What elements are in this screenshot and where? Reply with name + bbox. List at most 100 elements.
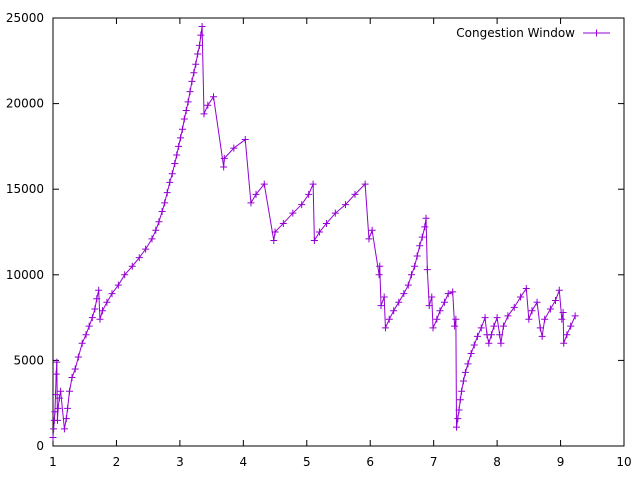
data-point-marker: [93, 295, 101, 303]
data-point-marker: [74, 353, 82, 361]
data-point-marker: [496, 331, 504, 339]
data-point-marker: [64, 404, 72, 412]
data-point-marker: [385, 315, 393, 323]
data-point-marker: [459, 377, 467, 385]
data-point-marker: [82, 331, 90, 339]
data-point-marker: [96, 315, 104, 323]
data-point-marker: [536, 324, 544, 332]
data-point-marker: [52, 370, 60, 378]
data-point-marker: [252, 190, 260, 198]
data-point-marker: [351, 190, 359, 198]
data-point-marker: [458, 387, 466, 395]
data-point-marker: [416, 242, 424, 250]
data-point-marker: [421, 223, 429, 231]
data-point-marker: [555, 286, 563, 294]
y-tick-label: 5000: [13, 353, 44, 367]
data-point-marker: [428, 293, 436, 301]
data-point-marker: [440, 298, 448, 306]
data-point-marker: [108, 290, 116, 298]
data-point-marker: [178, 125, 186, 133]
data-point-marker: [279, 219, 287, 227]
data-point-marker: [204, 101, 212, 109]
data-point-marker: [322, 219, 330, 227]
data-point-marker: [49, 433, 57, 441]
data-point-marker: [538, 332, 546, 340]
data-point-marker: [418, 233, 426, 241]
data-point-marker: [559, 308, 567, 316]
data-point-marker: [52, 391, 60, 399]
data-point-marker: [161, 199, 169, 207]
data-point-marker: [368, 226, 376, 234]
data-point-marker: [517, 293, 525, 301]
data-point-marker: [305, 190, 313, 198]
data-point-marker: [473, 332, 481, 340]
data-point-marker: [429, 324, 437, 332]
data-point-marker: [464, 360, 472, 368]
data-point-marker: [470, 341, 478, 349]
data-point-marker: [198, 23, 206, 31]
data-point-marker: [400, 290, 408, 298]
data-point-marker: [175, 142, 183, 150]
data-point-marker: [78, 339, 86, 347]
data-point-marker: [158, 207, 166, 215]
data-point-marker: [449, 288, 457, 296]
data-point-marker: [168, 170, 176, 178]
data-point-marker: [331, 209, 339, 217]
data-point-marker: [422, 214, 430, 222]
data-point-marker: [425, 302, 433, 310]
data-point-marker: [504, 312, 512, 320]
data-point-marker: [53, 358, 61, 366]
data-point-marker: [241, 136, 249, 144]
data-point-marker: [197, 31, 205, 39]
data-point-marker: [546, 305, 554, 313]
data-point-marker: [196, 41, 204, 49]
data-point-marker: [220, 163, 228, 171]
x-tick-label: 1: [49, 455, 57, 469]
data-point-marker: [485, 339, 493, 347]
data-point-marker: [298, 201, 306, 209]
data-point-marker: [103, 298, 111, 306]
data-point-marker: [114, 281, 122, 289]
data-point-marker: [381, 324, 389, 332]
data-point-marker: [404, 281, 412, 289]
data-point-marker: [310, 237, 318, 245]
legend: Congestion Window: [456, 26, 610, 40]
y-tick-label: 0: [36, 439, 44, 453]
data-point-marker: [490, 322, 498, 330]
data-point-marker: [186, 88, 194, 96]
data-point-marker: [71, 365, 79, 373]
data-point-marker: [148, 235, 156, 243]
data-point-marker: [453, 423, 461, 431]
data-point-marker: [192, 60, 200, 68]
data-point-marker: [88, 314, 96, 322]
x-tick-label: 9: [557, 455, 565, 469]
data-point-marker: [171, 160, 179, 168]
data-point-marker: [142, 245, 150, 253]
data-point-marker: [200, 110, 208, 118]
x-tick-label: 2: [113, 455, 121, 469]
x-tick-label: 6: [366, 455, 374, 469]
data-point-marker: [452, 315, 460, 323]
data-point-marker: [571, 312, 579, 320]
data-point-marker: [522, 284, 530, 292]
data-point-marker: [541, 315, 549, 323]
data-point-marker: [455, 406, 463, 414]
data-point-marker: [180, 115, 188, 123]
data-point-marker: [230, 144, 238, 152]
data-point-marker: [190, 69, 198, 77]
legend-label: Congestion Window: [456, 26, 575, 40]
data-point-marker: [454, 415, 462, 423]
data-point-marker: [220, 154, 228, 162]
data-point-marker: [551, 296, 559, 304]
data-point-marker: [461, 368, 469, 376]
data-point-marker: [444, 290, 452, 298]
data-point-marker: [91, 305, 99, 313]
data-point-marker: [247, 199, 255, 207]
data-point-marker: [563, 331, 571, 339]
data-point-marker: [493, 314, 501, 322]
data-point-marker: [270, 237, 278, 245]
data-point-marker: [365, 235, 373, 243]
y-tick-label: 20000: [6, 97, 44, 111]
x-tick-label: 7: [430, 455, 438, 469]
